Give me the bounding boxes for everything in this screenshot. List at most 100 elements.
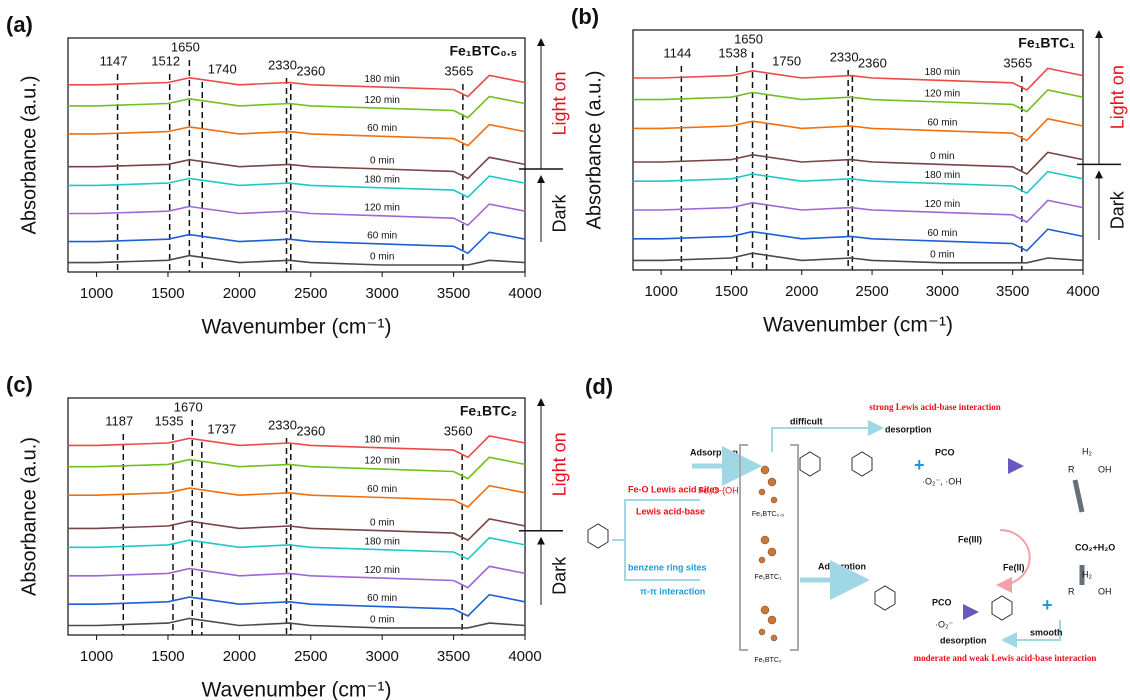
chart-title: Fe₁BTC₁ (1018, 35, 1075, 51)
spectrum (68, 157, 525, 178)
x-tick-label: 2500 (855, 283, 888, 300)
scheme-text: difficult (790, 416, 823, 426)
x-axis-label: Wavenumber (cm⁻¹) (202, 679, 392, 700)
x-tick-label: 1500 (715, 283, 748, 300)
x-tick-label: 2500 (294, 285, 327, 302)
panel-label: (a) (6, 12, 33, 37)
spectrum (633, 119, 1083, 141)
arrow (1000, 530, 1030, 585)
peak-label: 1740 (208, 61, 237, 76)
peak-label: 1144 (663, 45, 691, 60)
peak-label: 1650 (171, 39, 200, 54)
series-label: 120 min (925, 89, 961, 100)
spectrum (633, 68, 1083, 90)
light-label: Light on (1108, 65, 1128, 129)
scheme-text: + (1042, 595, 1053, 615)
peak-label: 1535 (155, 413, 184, 428)
y-axis-label: Absorbance (a.u.) (18, 437, 40, 596)
spectrum (633, 90, 1083, 112)
figure: (d) strong Lewis acid-base interaction d… (0, 0, 1130, 700)
scheme-text: desorption (885, 424, 932, 434)
spectrum (68, 519, 525, 540)
panel-label: (b) (571, 4, 599, 29)
scheme-text: H₂ (1082, 569, 1092, 579)
spectrum (68, 204, 525, 225)
scheme-text: Fe(III) (958, 534, 982, 544)
series-label: 120 min (364, 95, 400, 106)
x-tick-label: 2000 (223, 648, 256, 665)
series-label: 120 min (364, 456, 400, 467)
scheme: (d) strong Lewis acid-base interaction d… (585, 374, 1115, 664)
series-label: 60 min (927, 228, 957, 239)
crystal (759, 466, 777, 641)
arrow (1075, 480, 1082, 512)
x-axis-label: Wavenumber (cm⁻¹) (763, 314, 953, 337)
peak-label: 3560 (444, 423, 473, 438)
chart: (a)1000150020002500300035004000Wavenumbe… (6, 12, 570, 339)
arrow (772, 428, 880, 452)
scheme-text: Fe₁BTC₁ (755, 574, 783, 581)
x-tick-label: 1000 (80, 648, 113, 665)
scheme-text: Adsorption (818, 561, 866, 571)
arrow (1008, 458, 1024, 474)
peak-label: 1147 (100, 53, 128, 68)
x-tick-label: 2000 (785, 283, 818, 300)
y-axis-label: Absorbance (a.u.) (18, 76, 40, 235)
scheme-text: PCO (935, 447, 955, 457)
scheme-text: ·O₂⁻, ·OH (922, 476, 962, 486)
peak-label: 2360 (296, 63, 325, 78)
series-label: 0 min (930, 249, 954, 260)
dark-label: Dark (550, 194, 570, 233)
panel-label: (d) (585, 374, 613, 399)
series-label: 180 min (364, 434, 400, 445)
scheme-text: Adsorption (690, 447, 738, 457)
spectrum (68, 595, 525, 616)
spectrum (68, 566, 525, 587)
series-label: 0 min (370, 156, 394, 167)
x-tick-label: 3500 (996, 283, 1029, 300)
peak-label: 3565 (1003, 55, 1032, 70)
series-label: 0 min (930, 151, 954, 162)
chart-title: Fe₁BTC₀.₅ (449, 43, 517, 59)
light-label: Light on (550, 71, 570, 135)
x-tick-label: 1500 (151, 285, 184, 302)
peak-label: 1670 (174, 399, 203, 414)
peak-label: 1538 (718, 45, 747, 60)
series-label: 120 min (364, 565, 400, 576)
molecule (992, 596, 1012, 620)
series-label: 0 min (370, 615, 394, 626)
peak-label: 2330 (830, 49, 859, 64)
scheme-text: ·O₂⁻ (935, 619, 953, 629)
x-tick-label: 4000 (1066, 283, 1099, 300)
x-tick-label: 3500 (437, 285, 470, 302)
spectrum (633, 229, 1083, 251)
spectrum (68, 436, 525, 457)
spectrum (68, 618, 525, 628)
spectrum (68, 97, 525, 118)
spectrum (633, 152, 1083, 174)
dark-label: Dark (550, 556, 570, 595)
molecule (800, 452, 820, 476)
series-label: 60 min (927, 117, 957, 128)
scheme-text: H₂ (1082, 446, 1092, 456)
scheme-text: strong Lewis acid-base interaction (869, 402, 1001, 412)
x-tick-label: 4000 (508, 648, 541, 665)
light-label: Light on (550, 432, 570, 496)
peak-label: 2360 (296, 423, 325, 438)
spectrum (68, 232, 525, 253)
series-label: 120 min (925, 199, 961, 210)
x-tick-label: 1500 (151, 648, 184, 665)
scheme-text: Fe₁BTC₂ (754, 657, 782, 664)
x-tick-label: 3000 (926, 283, 959, 300)
spectrum (68, 486, 525, 507)
scheme-text: R (1068, 464, 1075, 474)
series-label: 60 min (367, 231, 397, 242)
scheme-text: Fe-O Lewis acid sites (628, 484, 720, 494)
scheme-text: Fe(II) (1003, 562, 1025, 572)
scheme-text: π-π interaction (640, 586, 705, 596)
spectrum (68, 538, 525, 559)
spectrum (633, 172, 1083, 194)
x-tick-label: 4000 (508, 285, 541, 302)
dark-label: Dark (1108, 190, 1128, 229)
chart: (b)1000150020002500300035004000Wavenumbe… (571, 4, 1128, 337)
